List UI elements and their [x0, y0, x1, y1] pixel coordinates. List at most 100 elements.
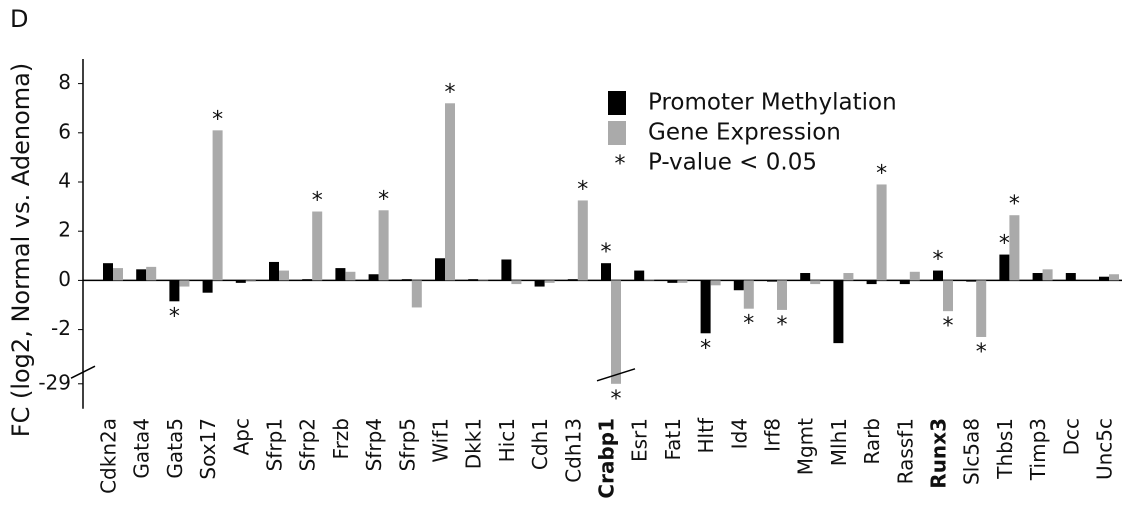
bar: [435, 258, 445, 281]
bar: [876, 184, 887, 281]
bar: [833, 280, 844, 344]
bar: [212, 130, 223, 281]
bar: [810, 280, 821, 285]
significance-marker: *: [601, 240, 612, 265]
bar: [577, 200, 588, 281]
bar: [644, 279, 655, 281]
significance-marker: *: [743, 312, 754, 337]
axis-break: [70, 365, 96, 379]
bar: [445, 103, 455, 281]
bar: [843, 273, 854, 281]
bar: [103, 263, 113, 281]
significance-marker: *: [212, 107, 223, 132]
x-tick-label: Gata4: [130, 418, 154, 479]
panel-label: D: [10, 5, 28, 33]
significance-marker: *: [378, 187, 389, 212]
bar: [335, 268, 346, 281]
x-tick-label: Dcc: [1059, 418, 1083, 455]
bar: [179, 280, 190, 287]
x-tick-label: Id4: [727, 418, 751, 449]
bar: [743, 280, 754, 309]
bar: [478, 279, 489, 281]
bar: [279, 270, 289, 281]
bar: [943, 280, 953, 312]
bar: [909, 271, 920, 281]
x-tick-label: Esr1: [628, 418, 652, 462]
bar: [567, 279, 578, 281]
significance-marker: *: [312, 189, 323, 214]
y-tick-label: 6: [58, 119, 71, 143]
bar: [534, 280, 545, 287]
bar: [544, 280, 555, 283]
significance-marker: *: [999, 232, 1010, 257]
bar: [966, 280, 977, 282]
legend-swatch: [608, 121, 626, 145]
x-tick-label: Sfrp2: [296, 418, 320, 471]
bar: [1042, 269, 1053, 281]
x-tick-label: Cdh1: [528, 418, 552, 470]
bar: [767, 280, 777, 282]
x-tick-label: Thbs1: [993, 418, 1017, 480]
bar: [1099, 276, 1109, 281]
x-tick-label: Runx3: [927, 418, 951, 489]
x-tick-label: Sfrp5: [395, 418, 419, 471]
bar: [1032, 273, 1043, 281]
bar: [468, 279, 479, 281]
bar: [866, 280, 877, 285]
bar: [302, 279, 313, 281]
x-tick-label: Wif1: [429, 418, 453, 463]
bar: [634, 270, 645, 281]
significance-marker: *: [943, 314, 954, 339]
x-tick-label: Sox17: [196, 418, 220, 480]
bar: [933, 270, 943, 281]
x-tick-label: Rarb: [860, 418, 884, 465]
x-tick-label: Cdkn2a: [97, 418, 121, 494]
x-tick-label: Dkk1: [462, 418, 486, 469]
x-tick-label: Irf8: [761, 418, 785, 452]
x-tick-label: Hic1: [495, 418, 519, 462]
y-tick-label: 0: [58, 267, 71, 291]
significance-marker: *: [577, 177, 588, 202]
significance-marker: *: [611, 387, 622, 412]
bar: [1065, 273, 1076, 281]
bar: [976, 280, 987, 337]
bar: [136, 269, 147, 281]
legend-label: P-value < 0.05: [648, 150, 817, 176]
x-tick-label: Slc5a8: [960, 418, 984, 485]
bar: [235, 280, 246, 283]
significance-marker: *: [976, 340, 987, 365]
bar: [733, 280, 744, 291]
x-tick-label: Unc5c: [1093, 418, 1117, 480]
x-tick-label: Apc: [229, 418, 253, 455]
x-tick-label: Crabp1: [595, 418, 619, 499]
x-tick-label: Cdh13: [561, 418, 585, 483]
bar: [667, 280, 678, 283]
significance-marker: *: [1009, 192, 1020, 217]
bar: [269, 261, 279, 281]
bar: [999, 254, 1010, 281]
bar: [312, 211, 323, 281]
bar: [368, 274, 379, 281]
y-axis-label: FC (log2, Normal vs. Adenoma): [7, 63, 35, 437]
y-tick-label: -29: [38, 370, 71, 394]
significance-marker: *: [876, 161, 887, 186]
y-tick-label: -2: [51, 316, 71, 340]
x-tick-label: Mgmt: [794, 418, 818, 475]
significance-marker: *: [777, 313, 788, 338]
legend-label: Gene Expression: [648, 120, 841, 146]
legend-label: Promoter Methylation: [648, 90, 897, 116]
bar: [601, 263, 611, 281]
x-tick-label: Timp3: [1026, 418, 1050, 481]
bar: [700, 280, 711, 334]
bar: [169, 280, 180, 302]
bar: [1109, 274, 1119, 281]
bar: [245, 280, 256, 282]
y-tick-label: 8: [58, 70, 71, 94]
bar: [710, 280, 721, 286]
y-tick-label: 2: [58, 218, 71, 242]
bar: [113, 268, 123, 281]
x-tick-label: Sfrp4: [362, 418, 386, 471]
x-tick-label: Frzb: [329, 418, 353, 459]
bar-break: [596, 368, 636, 382]
